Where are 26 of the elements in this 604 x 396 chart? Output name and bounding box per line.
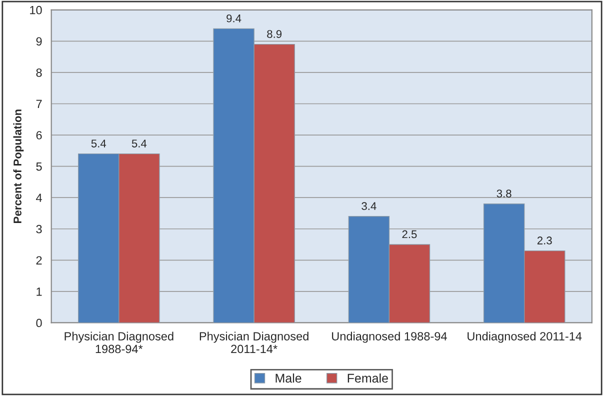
- y-tick-label: 3: [36, 224, 42, 234]
- x-tick-label: Undiagnosed 1988-94: [332, 332, 447, 343]
- data-label: 3.4: [362, 202, 376, 210]
- y-axis-title: Percent of Population: [13, 110, 24, 223]
- legend-label: Female: [348, 373, 388, 383]
- data-label: 2.3: [537, 236, 552, 244]
- y-tick-label: 2: [36, 256, 42, 264]
- y-tick-label: 4: [36, 194, 42, 202]
- y-tick-label: 0: [36, 318, 42, 328]
- legend-label: Male: [276, 373, 302, 383]
- y-tick-label: 10: [30, 6, 42, 14]
- data-label: 8.9: [267, 30, 282, 38]
- data-label: 9.4: [226, 14, 242, 22]
- x-tick-label: Physician Diagnosed 2011-14*: [200, 332, 308, 354]
- y-tick-label: 5: [36, 162, 42, 171]
- x-tick-label: Physician Diagnosed 1988-94*: [64, 332, 174, 354]
- data-label: 5.4: [91, 140, 106, 148]
- data-label: 5.4: [132, 140, 147, 148]
- y-tick-label: 9: [36, 37, 42, 46]
- y-tick-label: 7: [36, 100, 42, 108]
- y-tick-label: 8: [36, 68, 42, 77]
- x-tick-label: Undiagnosed 2011-14: [468, 332, 582, 343]
- data-label: 2.5: [402, 230, 417, 238]
- data-label: 3.8: [496, 190, 512, 198]
- y-tick-label: 6: [36, 131, 42, 140]
- y-tick-label: 1: [36, 288, 42, 296]
